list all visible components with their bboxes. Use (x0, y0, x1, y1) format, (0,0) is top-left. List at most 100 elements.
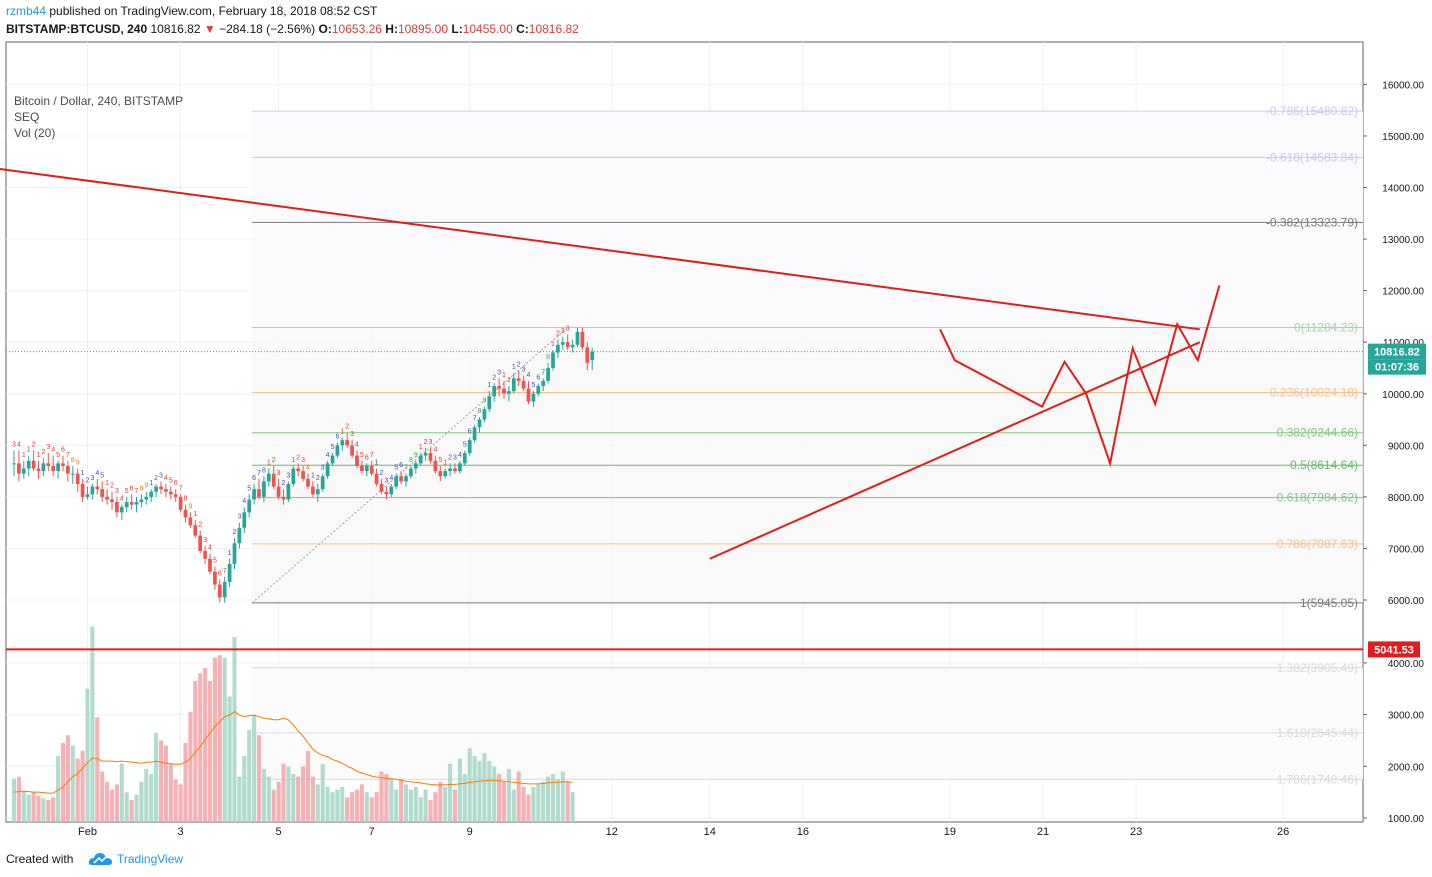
seq-label: 4 (17, 441, 21, 448)
candle-body (433, 460, 438, 472)
volume-bar (193, 680, 198, 822)
candle-body (546, 367, 550, 381)
seq-label: 8 (139, 485, 143, 492)
seq-label: 5 (100, 472, 104, 479)
candle-body (26, 460, 31, 469)
seq-label: 5 (247, 485, 251, 492)
time-tick-label: 16 (797, 826, 809, 838)
candle-body (159, 486, 163, 490)
candle-body (492, 386, 497, 397)
volume-bar (65, 735, 70, 822)
volume-bar (276, 781, 281, 822)
volume-bar (330, 792, 335, 822)
candle-body (213, 571, 217, 585)
volume-bar (350, 792, 355, 822)
high-label: H: (385, 22, 398, 36)
volume-bar (286, 766, 291, 822)
volume-bar (26, 794, 31, 822)
volume-bar (198, 673, 203, 822)
seq-label: 4 (51, 447, 55, 454)
volume-bar (178, 784, 183, 822)
countdown-badge-label: 01:07:36 (1375, 362, 1419, 374)
volume-bar (546, 776, 551, 822)
volume-tick-label: 1000.00 (1388, 814, 1425, 825)
price-tick-label: 16000.00 (1382, 80, 1424, 91)
candle-body (560, 342, 565, 345)
volume-bar (11, 778, 17, 822)
candle-body (262, 481, 266, 497)
volume-bar (457, 758, 462, 822)
volume-bar (565, 781, 570, 822)
seq-label: 1 (340, 429, 344, 436)
projection-path (939, 285, 1221, 468)
seq-label: 5 (531, 382, 535, 389)
close-value: 10816.82 (528, 22, 579, 36)
fib-ext-zone (252, 111, 1364, 328)
volume-bar (217, 655, 222, 822)
fib-level-label: 1.786(1748.46) (1277, 772, 1358, 786)
seq-label: 3 (301, 457, 305, 464)
candle-body (526, 388, 531, 402)
candle-body (100, 489, 105, 497)
volume-bar (261, 768, 266, 822)
candle-body (350, 445, 354, 456)
candle-body (531, 393, 536, 402)
chart-area[interactable]: -0.786(15480.82) -0.618(14583.84) -0.382(1… (0, 40, 1432, 840)
fib-level-label: 1.618(2645.44) (1277, 726, 1358, 740)
candle-body (291, 468, 296, 484)
seq-label: 3 (90, 475, 94, 482)
seq-label: 3 (429, 439, 433, 446)
seq-label: 2 (198, 521, 202, 528)
volume-bars (11, 626, 575, 822)
time-tick-label: 3 (178, 826, 184, 838)
volume-bar (359, 784, 364, 822)
candle-body (36, 468, 41, 472)
seq-label: 4 (242, 498, 246, 505)
fib-level-label: 0.786(7087.63) (1277, 537, 1358, 551)
seq-label: 2 (296, 454, 300, 461)
candle-body (423, 453, 428, 456)
candle-body (232, 543, 237, 564)
tradingview-logo[interactable]: TradingView (88, 850, 198, 868)
seq-label: 3 (321, 465, 325, 472)
volume-bar (403, 784, 409, 822)
open-value: 10653.26 (331, 22, 382, 36)
volume-bar (46, 799, 51, 822)
seq-label: 6 (399, 462, 403, 469)
seq-label: 4 (433, 447, 437, 454)
volume-bar (310, 776, 315, 822)
volume-bar (541, 781, 546, 822)
volume-bar (374, 792, 379, 822)
candle-body (482, 409, 487, 420)
seq-label: 5 (169, 478, 173, 485)
seq-label: 3 (237, 514, 241, 521)
candle-body (203, 551, 207, 559)
seq-label: 6 (174, 480, 178, 487)
seq-label: 7 (66, 452, 70, 459)
candle-body (418, 455, 423, 464)
candle-body (17, 463, 21, 474)
candles (12, 327, 595, 603)
volume-bar (315, 784, 320, 822)
volume-bar (531, 786, 536, 822)
seq-label: 5 (394, 465, 398, 472)
volume-bar (443, 786, 448, 822)
volume-bar (119, 763, 124, 822)
volume-bar (487, 761, 492, 822)
price-tick-label: 6000.00 (1388, 596, 1425, 607)
candle-body (144, 496, 149, 500)
author-link[interactable]: rzmb44 (6, 4, 47, 18)
candle-body (208, 558, 212, 572)
volume-bar (526, 794, 531, 822)
price-chart[interactable]: -0.786(15480.82) -0.618(14583.84) -0.382(1… (0, 40, 1432, 840)
last-price-badge (1368, 343, 1426, 360)
candle-body (340, 440, 345, 446)
seq-label: 4 (208, 545, 212, 552)
volume-bar (418, 797, 423, 822)
seq-label: 2 (41, 449, 45, 456)
volume-bar (51, 797, 56, 822)
seq-label: 4 (527, 372, 531, 379)
fib-retracement: -0.786(15480.82) -0.618(14583.84) -0.382(1… (251, 104, 1364, 786)
volume-bar (477, 761, 482, 822)
candle-body (369, 465, 374, 474)
